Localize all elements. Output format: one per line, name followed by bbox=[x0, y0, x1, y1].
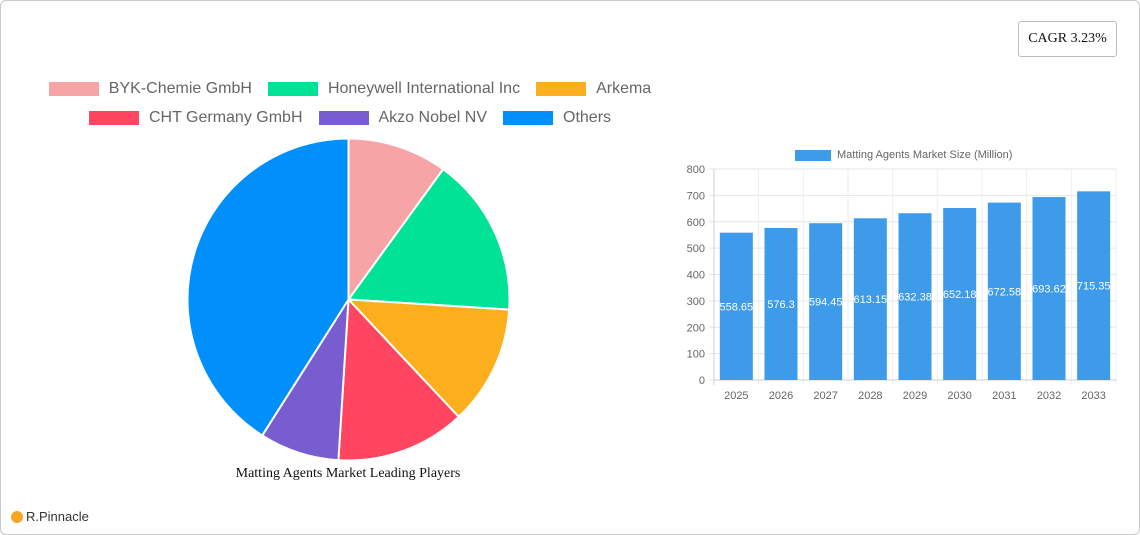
pie-legend: BYK-Chemie GmbH Honeywell International … bbox=[30, 74, 670, 132]
bar-value-label: 613.15 bbox=[854, 294, 888, 306]
pie-slice[interactable] bbox=[337, 297, 461, 462]
pie-slice[interactable] bbox=[346, 298, 511, 419]
y-tick-label: 100 bbox=[687, 349, 705, 361]
legend-item-others[interactable]: Others bbox=[503, 109, 611, 127]
logo-text: R.Pinnacle bbox=[26, 509, 89, 524]
bar[interactable] bbox=[1077, 191, 1111, 380]
x-tick-label: 2029 bbox=[903, 390, 927, 402]
x-tick-label: 2027 bbox=[813, 390, 837, 402]
cagr-text: CAGR 3.23% bbox=[1028, 31, 1107, 46]
bar-chart: 0 100 200 300 400 500 600 700 800 558.65 2025 576.3… bbox=[670, 140, 1130, 410]
x-tick-label: 2025 bbox=[724, 390, 748, 402]
legend-item-byk[interactable]: BYK-Chemie GmbH bbox=[48, 79, 252, 98]
bar[interactable] bbox=[719, 232, 753, 380]
y-tick-label: 400 bbox=[687, 270, 705, 282]
pie-slice[interactable] bbox=[186, 137, 350, 437]
legend-item-arkema[interactable]: Arkema bbox=[536, 80, 651, 98]
x-tick-label: 2030 bbox=[947, 390, 971, 402]
legend-swatch bbox=[48, 81, 99, 96]
legend-swatch bbox=[318, 110, 369, 125]
brand-logo: R.Pinnacle bbox=[11, 509, 89, 524]
y-tick-label: 200 bbox=[687, 322, 705, 334]
legend-swatch bbox=[88, 110, 139, 125]
pie-slice[interactable] bbox=[347, 137, 445, 303]
bar-value-label: 652.18 bbox=[943, 289, 977, 301]
bar-value-label: 715.35 bbox=[1077, 281, 1111, 293]
bar-value-label: 594.45 bbox=[809, 297, 843, 309]
bar[interactable] bbox=[809, 223, 843, 380]
bar-legend[interactable]: Matting Agents Market Size (Million) bbox=[795, 149, 1012, 161]
x-tick-label: 2032 bbox=[1037, 390, 1061, 402]
x-tick-label: 2031 bbox=[992, 390, 1016, 402]
legend-label: Arkema bbox=[596, 79, 652, 97]
legend-label: Honeywell International Inc bbox=[327, 79, 521, 97]
y-tick-label: 0 bbox=[699, 375, 705, 387]
bar-value-label: 558.65 bbox=[720, 301, 754, 313]
logo-icon bbox=[11, 510, 23, 523]
bar-value-label: 632.38 bbox=[898, 292, 932, 304]
legend-item-akzo[interactable]: Akzo Nobel NV bbox=[318, 108, 488, 127]
legend-swatch bbox=[267, 81, 318, 96]
y-tick-label: 300 bbox=[687, 296, 705, 308]
x-tick-label: 2026 bbox=[769, 390, 793, 402]
bar-value-label: 672.58 bbox=[988, 286, 1022, 298]
y-tick-label: 800 bbox=[687, 164, 705, 176]
legend-label: BYK-Chemie GmbH bbox=[108, 79, 252, 97]
x-tick-label: 2033 bbox=[1081, 390, 1105, 402]
legend-label: Others bbox=[563, 108, 612, 126]
y-tick-label: 600 bbox=[687, 217, 705, 229]
y-tick-label: 700 bbox=[687, 190, 705, 202]
legend-item-cht[interactable]: CHT Germany GmbH bbox=[88, 108, 303, 127]
legend-item-honeywell[interactable]: Honeywell International Inc bbox=[267, 79, 521, 98]
legend-swatch bbox=[503, 110, 553, 125]
bar-svg: 0 100 200 300 400 500 600 700 800 558.65 2025 576.3… bbox=[687, 164, 1117, 402]
pie-svg bbox=[186, 137, 511, 462]
pie-chart bbox=[186, 137, 511, 462]
legend-swatch bbox=[795, 149, 831, 161]
legend-label: Akzo Nobel NV bbox=[378, 108, 488, 126]
cagr-badge: CAGR 3.23% bbox=[1018, 21, 1117, 57]
pie-title: Matting Agents Market Leading Players bbox=[235, 466, 461, 481]
bar-value-label: 693.62 bbox=[1032, 284, 1066, 296]
bar-value-label: 576.3 bbox=[767, 299, 795, 311]
bar[interactable] bbox=[853, 218, 887, 380]
bar[interactable] bbox=[987, 202, 1021, 380]
bar[interactable] bbox=[898, 213, 932, 380]
pie-slice[interactable] bbox=[346, 167, 511, 311]
y-tick-label: 500 bbox=[687, 243, 705, 255]
legend-label: CHT Germany GmbH bbox=[148, 108, 303, 126]
legend-label: Matting Agents Market Size (Million) bbox=[837, 149, 1013, 161]
legend-swatch bbox=[536, 81, 587, 96]
bar[interactable] bbox=[943, 207, 977, 380]
bar[interactable] bbox=[764, 228, 798, 380]
x-tick-label: 2028 bbox=[858, 390, 882, 402]
bar[interactable] bbox=[1032, 197, 1066, 380]
